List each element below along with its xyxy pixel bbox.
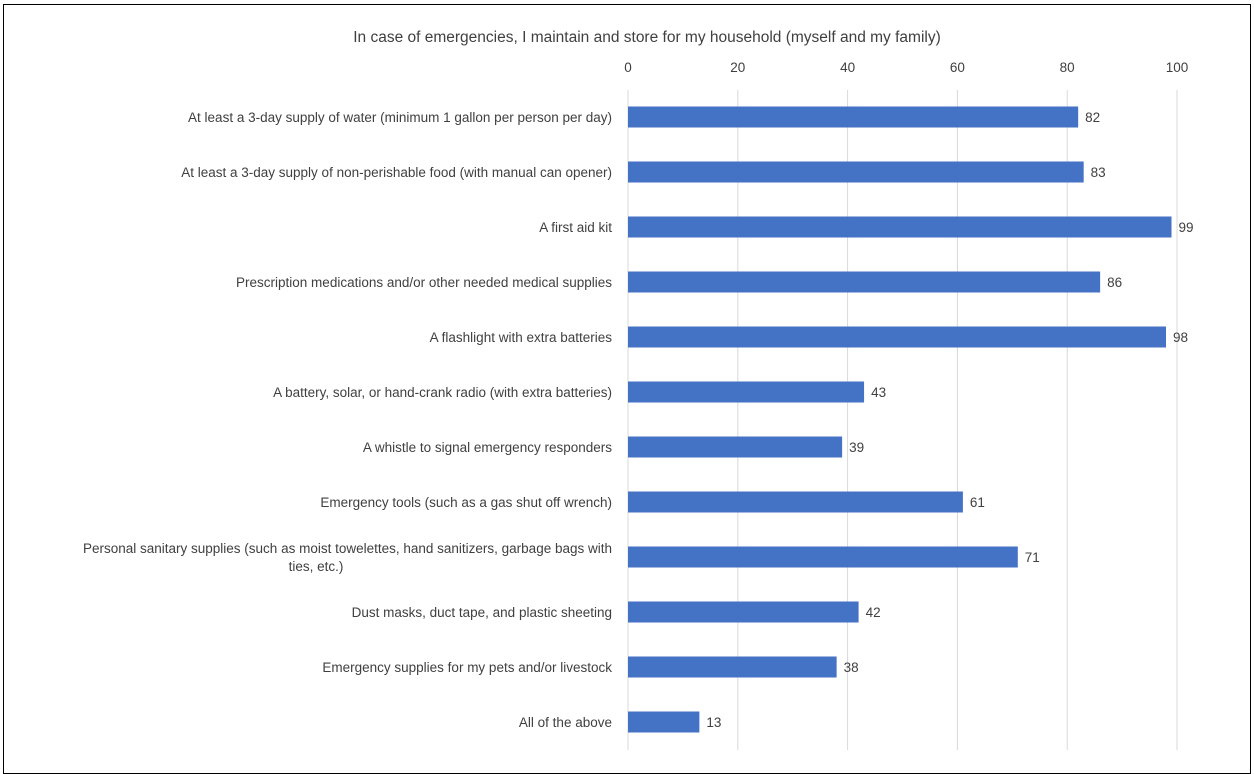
data-label: 42 bbox=[866, 605, 881, 620]
data-label: 71 bbox=[1025, 550, 1040, 565]
category-label: Prescription medications and/or other ne… bbox=[236, 275, 612, 290]
bar bbox=[628, 546, 1018, 568]
x-tick-label: 60 bbox=[950, 60, 965, 75]
data-label: 39 bbox=[849, 440, 864, 455]
category-label: Emergency supplies for my pets and/or li… bbox=[322, 660, 612, 675]
data-label: 61 bbox=[970, 495, 985, 510]
category-label: A flashlight with extra batteries bbox=[430, 330, 613, 345]
bars bbox=[628, 106, 1172, 733]
category-label: ties, etc.) bbox=[289, 559, 344, 574]
bar bbox=[628, 656, 837, 678]
category-label: Personal sanitary supplies (such as mois… bbox=[83, 541, 612, 556]
category-label: At least a 3-day supply of non-perishabl… bbox=[181, 165, 612, 180]
bar bbox=[628, 161, 1084, 183]
category-label: All of the above bbox=[519, 715, 612, 730]
data-label: 82 bbox=[1085, 110, 1100, 125]
data-label: 98 bbox=[1173, 330, 1188, 345]
category-label: At least a 3-day supply of water (minimu… bbox=[188, 110, 612, 125]
data-label: 83 bbox=[1091, 165, 1106, 180]
x-tick-label: 0 bbox=[624, 60, 632, 75]
bar bbox=[628, 381, 865, 403]
data-label: 38 bbox=[844, 660, 859, 675]
gridlines bbox=[627, 90, 1178, 750]
data-label: 99 bbox=[1179, 220, 1194, 235]
x-tick-label: 80 bbox=[1060, 60, 1075, 75]
bar bbox=[628, 106, 1079, 128]
bar bbox=[628, 271, 1101, 293]
category-label: Dust masks, duct tape, and plastic sheet… bbox=[352, 605, 612, 620]
x-axis-ticks: 0 20 40 60 80 100 bbox=[624, 60, 1188, 75]
category-labels: At least a 3-day supply of water (minimu… bbox=[83, 110, 612, 730]
category-label: A whistle to signal emergency responders bbox=[363, 440, 612, 455]
chart-title: In case of emergencies, I maintain and s… bbox=[353, 29, 941, 46]
data-label: 43 bbox=[871, 385, 886, 400]
bar bbox=[628, 326, 1167, 348]
bar bbox=[628, 436, 843, 458]
x-tick-label: 40 bbox=[840, 60, 855, 75]
x-tick-label: 20 bbox=[730, 60, 745, 75]
bar bbox=[628, 711, 700, 733]
category-label: A battery, solar, or hand-crank radio (w… bbox=[273, 385, 612, 400]
x-tick-label: 100 bbox=[1166, 60, 1189, 75]
category-label: Emergency tools (such as a gas shut off … bbox=[320, 495, 612, 510]
category-label: A first aid kit bbox=[539, 220, 612, 235]
data-label: 86 bbox=[1107, 275, 1122, 290]
bar bbox=[628, 216, 1172, 238]
data-labels: 82 83 99 86 98 43 39 61 71 42 38 13 bbox=[706, 110, 1193, 730]
data-label: 13 bbox=[706, 715, 721, 730]
bar bbox=[628, 491, 963, 513]
bar bbox=[628, 601, 859, 623]
